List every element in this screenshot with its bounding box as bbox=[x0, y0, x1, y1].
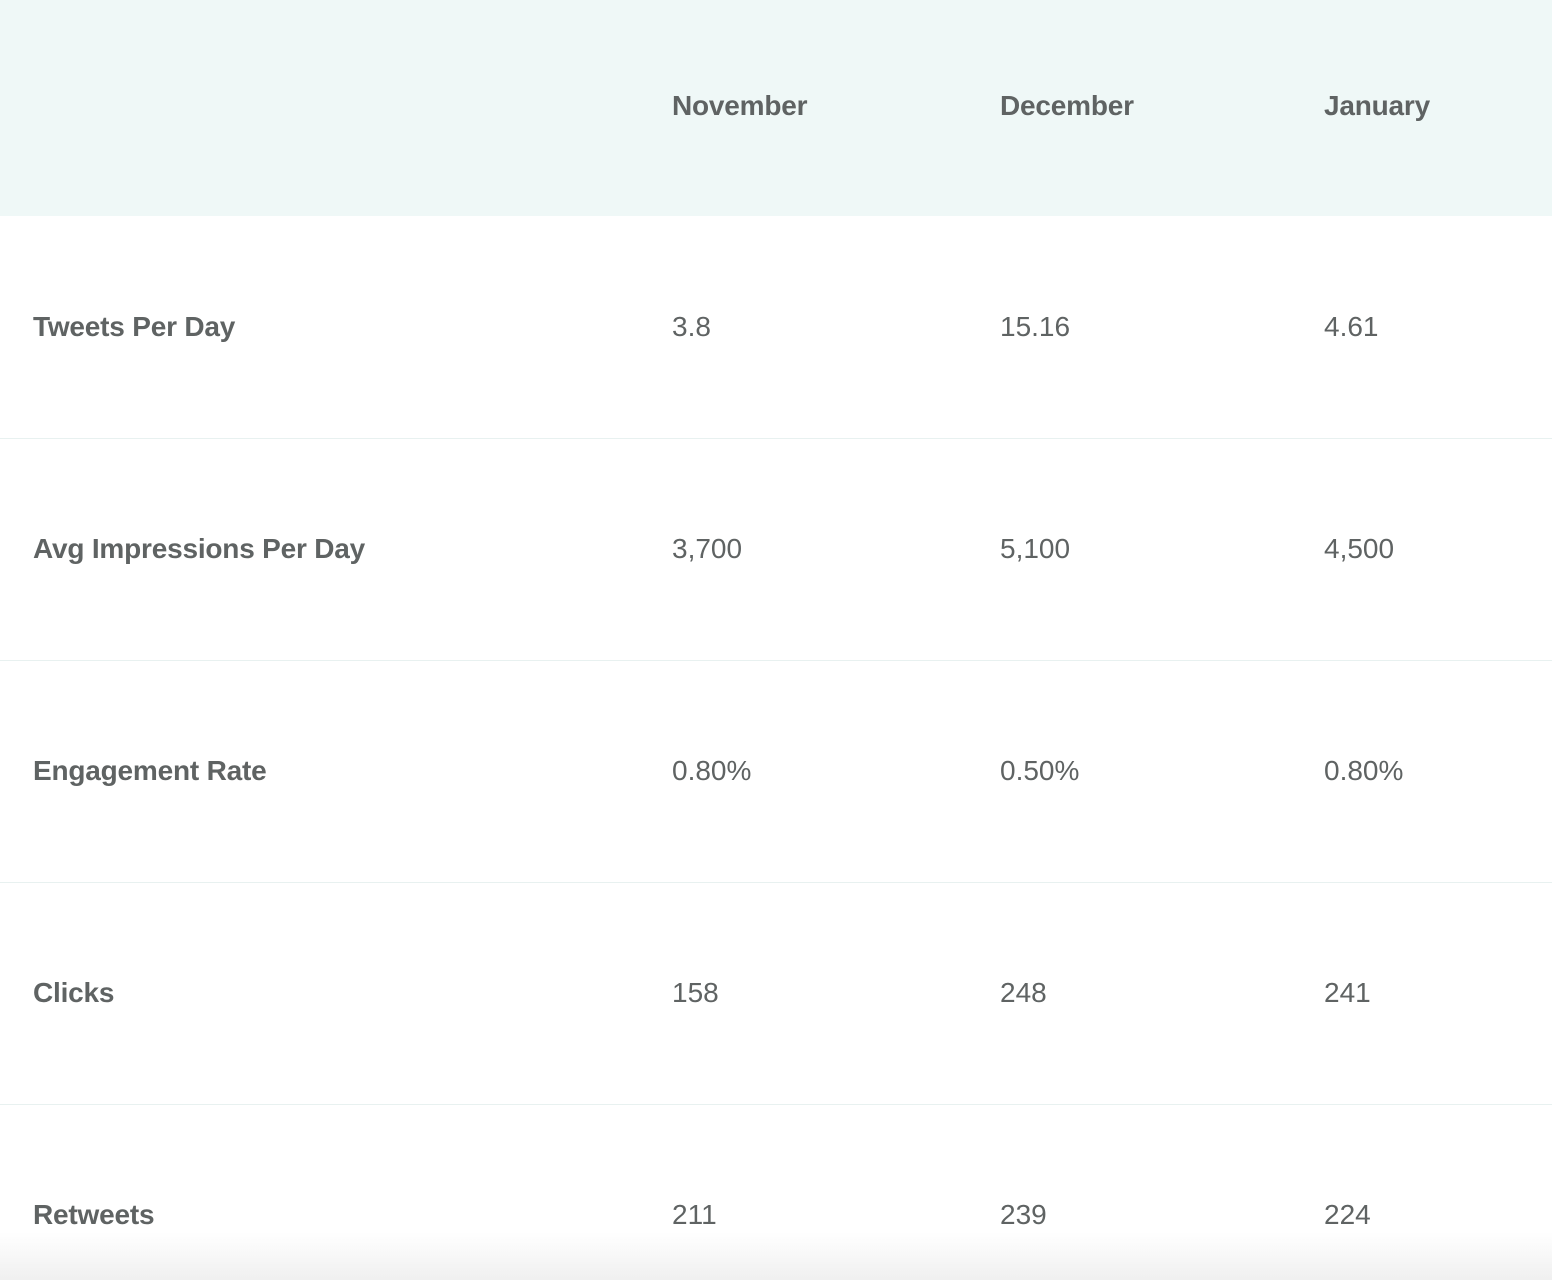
header-row: November December January bbox=[0, 0, 1552, 216]
cell-value: 0.80% bbox=[672, 755, 752, 786]
table-row: Tweets Per Day 3.8 15.16 4.61 bbox=[0, 216, 1552, 438]
header-november: November bbox=[672, 90, 808, 121]
table-row: Retweets 211 239 224 bbox=[0, 1104, 1552, 1280]
row-label: Clicks bbox=[33, 977, 115, 1008]
cell-value: 248 bbox=[1000, 977, 1047, 1008]
cell-value: 239 bbox=[1000, 1199, 1047, 1231]
cell-value: 0.50% bbox=[1000, 755, 1080, 786]
cell-value: 4,500 bbox=[1324, 533, 1395, 564]
row-label: Tweets Per Day bbox=[33, 310, 236, 342]
cell-value: 158 bbox=[672, 977, 719, 1008]
cell-value: 5,100 bbox=[1000, 533, 1071, 564]
cell-value: 3,700 bbox=[672, 533, 743, 564]
header-december: December bbox=[1000, 90, 1134, 121]
table-row: Avg Impressions Per Day 3,700 5,100 4,50… bbox=[0, 438, 1552, 660]
cell-value: 15.16 bbox=[1000, 310, 1071, 342]
header-metric bbox=[0, 0, 672, 216]
row-label: Avg Impressions Per Day bbox=[33, 533, 366, 564]
cell-value: 211 bbox=[672, 1199, 717, 1231]
row-label: Retweets bbox=[33, 1199, 155, 1231]
cell-value: 4.61 bbox=[1324, 310, 1379, 342]
header-january: January bbox=[1324, 90, 1430, 121]
cell-value: 241 bbox=[1324, 977, 1371, 1008]
table-row: Clicks 158 248 241 bbox=[0, 882, 1552, 1104]
table-row: Engagement Rate 0.80% 0.50% 0.80% bbox=[0, 660, 1552, 882]
row-label: Engagement Rate bbox=[33, 755, 267, 786]
cell-value: 3.8 bbox=[672, 310, 711, 342]
cell-value: 0.80% bbox=[1324, 755, 1404, 786]
cell-value: 224 bbox=[1324, 1199, 1371, 1231]
